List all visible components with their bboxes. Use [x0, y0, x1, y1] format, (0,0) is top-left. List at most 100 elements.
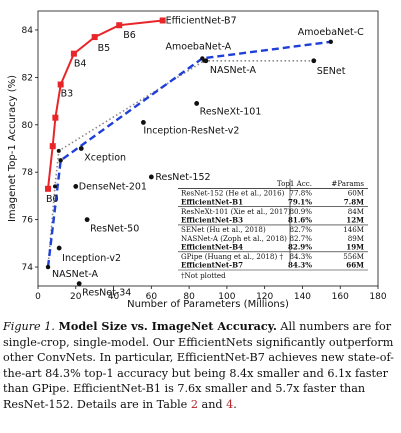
efficientnet-point: [45, 185, 52, 192]
table-cell-acc: 84.3%: [288, 261, 312, 270]
baseline-point-label: SENet: [317, 66, 346, 77]
efficientnet-series-line: [47, 19, 163, 189]
table-cell-acc: 82.9%: [288, 243, 312, 252]
x-tick-label: 80: [183, 292, 195, 302]
x-tick-label: 160: [332, 292, 349, 302]
x-tick-label: 0: [35, 292, 41, 302]
table-cell-model: SENet (Hu et al., 2018): [181, 225, 266, 234]
caption-end: .: [233, 397, 237, 411]
baseline-point: [148, 174, 154, 180]
efficientnet-point: [57, 81, 64, 88]
table-cell-acc: 81.6%: [288, 216, 312, 225]
y-tick-label: 74: [22, 263, 34, 273]
table-cell-params: 84M: [348, 207, 364, 216]
y-tick-label: 76: [22, 216, 34, 226]
baseline-point-label: ResNet-152: [155, 172, 210, 183]
x-tick-label: 100: [218, 292, 235, 302]
table-cell-acc: 82.7%: [289, 234, 312, 243]
x-tick-label: 40: [108, 292, 120, 302]
caption-text: All numbers are for single-crop, single-…: [3, 320, 394, 411]
baseline-point: [84, 217, 90, 223]
table-ref-link-2[interactable]: 2: [190, 397, 198, 411]
table-ref-link-4[interactable]: 4: [226, 397, 234, 411]
amoebanet-point-label: AmoebaNet-C: [298, 27, 364, 38]
amoebanet-point-label: AmoebaNet-A: [166, 41, 232, 52]
x-tick-label: 180: [369, 292, 386, 302]
baseline-point-label: ResNet-50: [90, 224, 139, 235]
amoebanet-series-line: [46, 40, 331, 268]
x-tick-label: 60: [146, 292, 158, 302]
x-axis-ticks: 0 20 40 60 80 100 120 140 160 180: [35, 286, 387, 302]
table-cell-model: ResNeXt-101 (Xie et al., 2017): [181, 207, 291, 216]
baseline-point: [78, 146, 84, 151]
table-cell-model: EfficientNet-B3: [181, 216, 243, 225]
plot-border: [37, 10, 379, 287]
table-cell-model: GPipe (Huang et al., 2018) †: [181, 252, 283, 261]
efficientnet-point: [52, 114, 59, 121]
baseline-point-label: DenseNet-201: [79, 181, 147, 192]
y-tick-label: 78: [22, 168, 34, 178]
baseline-point: [76, 281, 82, 287]
table-cell-model: NASNet-A (Zoph et al., 2018): [181, 234, 287, 243]
y-tick-label: 84: [22, 26, 34, 36]
table-cell-params: 66M: [346, 261, 364, 270]
efficientnet-point: [70, 50, 77, 57]
efficientnet-point-label: B4: [74, 59, 87, 70]
table-cell-params: 146M: [343, 225, 364, 234]
efficientnet-point-label: B3: [61, 88, 74, 99]
amoebanet-point: [200, 56, 205, 61]
baseline-point: [141, 120, 146, 125]
y-axis-ticks: 74 76 78 80 82 84: [22, 26, 38, 273]
comparison-table: Top1 Acc. #Params ResNet-152 (He et al., 2…: [178, 179, 368, 280]
efficientnet-point-label: B0: [46, 194, 59, 205]
baseline-point-label: ResNet-34: [82, 288, 131, 299]
figure-caption: Figure 1. Model Size vs. ImageNet Accura…: [3, 319, 399, 413]
baseline-point: [56, 245, 62, 251]
plot-frame: [37, 10, 379, 287]
table-header-params: #Params: [331, 179, 364, 188]
baseline-point: [73, 184, 79, 189]
efficientnet-point: [159, 17, 166, 24]
baseline-point-label: Xception: [84, 153, 126, 164]
amoebanet-point: [328, 39, 333, 45]
table-header-acc: Top1 Acc.: [277, 179, 312, 188]
efficientnet-point: [91, 34, 98, 41]
table-cell-model: ResNet-152 (He et al., 2016): [181, 189, 285, 198]
efficientnet-point-label: B5: [98, 43, 111, 54]
others-point: [53, 184, 57, 189]
x-tick-label: 20: [70, 292, 82, 302]
table-cell-params: 89M: [348, 234, 364, 243]
table-cell-model: EfficientNet-B4: [181, 243, 243, 252]
efficientnet-point-label: EfficientNet-B7: [166, 15, 237, 26]
table-cell-params: 7.8M: [344, 197, 364, 206]
y-tick-label: 80: [22, 121, 34, 131]
table-cell-params: 12M: [346, 216, 364, 225]
x-tick-label: 140: [294, 292, 311, 302]
caption-title: Model Size vs. ImageNet Accuracy.: [58, 319, 277, 333]
x-axis-title: Number of Parameters (Millions): [127, 299, 289, 310]
table-cell-acc: 80.9%: [289, 207, 312, 216]
table-cell-params: 19M: [346, 243, 364, 252]
y-tick-label: 82: [22, 73, 33, 83]
caption-lead: Figure 1.: [3, 320, 55, 333]
table-cell-model: EfficientNet-B7: [181, 261, 243, 270]
table-cell-params: 60M: [348, 189, 364, 198]
table-cell-params: 556M: [343, 252, 364, 261]
amoebanet-point-label: NASNet-A: [52, 269, 99, 280]
efficientnet-point: [116, 22, 123, 29]
table-cell-acc: 84.3%: [289, 252, 312, 261]
y-axis-title: Imagenet Top-1 Accuracy (%): [7, 75, 18, 222]
table-cell-model: EfficientNet-B1: [181, 197, 243, 206]
efficientnet-point: [49, 143, 56, 150]
baseline-point-label: NASNet-A: [210, 65, 257, 76]
others-point: [311, 58, 316, 63]
amoebanet-point: [58, 158, 63, 163]
baseline-point: [194, 101, 200, 106]
point-labels: B0 B3 B4 B5 B6 EfficientNet-B7 NASNet-A AmoebaN…: [46, 15, 364, 298]
baseline-point-label: Inception-v2: [62, 253, 121, 264]
efficientnet-point-label: B6: [123, 30, 136, 41]
x-tick-label: 120: [256, 292, 273, 302]
baseline-point-label: ResNeXt-101: [200, 106, 262, 117]
accuracy-vs-params-chart: 0 20 40 60 80 100 120 140 160 180 74 76 78 80 82 84 Nu…: [7, 10, 387, 310]
table-cell-acc: 77.8%: [289, 189, 312, 198]
